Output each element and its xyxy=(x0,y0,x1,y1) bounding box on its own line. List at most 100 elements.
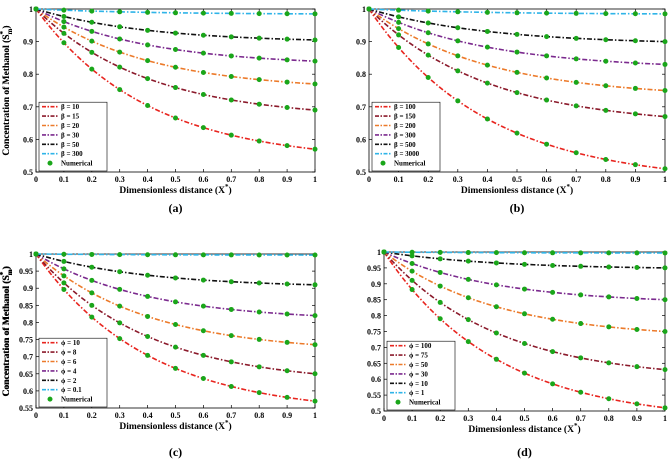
numerical-point xyxy=(425,30,431,36)
legend-label: Numerical xyxy=(61,160,93,168)
x-tick-label: 0.3 xyxy=(115,411,125,420)
x-tick-label: 1 xyxy=(663,175,667,184)
numerical-point xyxy=(228,252,234,258)
numerical-point xyxy=(544,141,550,147)
x-tick-label: 0.4 xyxy=(491,414,501,423)
numerical-point xyxy=(256,252,262,258)
numerical-point xyxy=(312,313,318,319)
numerical-point xyxy=(484,28,490,34)
y-tick-label: 0.65 xyxy=(19,370,33,379)
numerical-point xyxy=(578,292,584,298)
numerical-point xyxy=(256,390,262,396)
numerical-point xyxy=(117,24,123,30)
numerical-point xyxy=(573,103,579,109)
numerical-point xyxy=(455,53,461,59)
numerical-point xyxy=(89,19,95,25)
numerical-point xyxy=(228,279,234,285)
numerical-point xyxy=(200,10,206,16)
numerical-point xyxy=(89,38,95,44)
numerical-point xyxy=(33,251,39,257)
numerical-point xyxy=(603,107,609,113)
numerical-point xyxy=(312,58,318,64)
numerical-point xyxy=(173,30,178,36)
numerical-point xyxy=(606,360,612,366)
numerical-point xyxy=(465,250,471,256)
legend-label: ϕ = 2 xyxy=(61,377,77,385)
y-tick-label: 0.75 xyxy=(19,336,33,345)
x-tick-label: 0.9 xyxy=(630,175,640,184)
numerical-point xyxy=(89,8,95,14)
legend-label: ϕ = 6 xyxy=(61,358,77,366)
y-tick-label: 0.55 xyxy=(19,404,33,413)
numerical-point xyxy=(573,35,579,41)
numerical-point xyxy=(455,38,461,44)
numerical-point xyxy=(578,263,584,269)
numerical-point xyxy=(256,11,262,17)
series-line xyxy=(35,253,316,317)
numerical-point xyxy=(366,6,372,12)
numerical-point xyxy=(228,10,234,16)
y-tick-label: 0.8 xyxy=(371,312,381,321)
x-tick-label: 0.4 xyxy=(482,175,492,184)
x-tick-label: 0 xyxy=(34,175,38,184)
legend-box xyxy=(371,101,441,172)
numerical-point xyxy=(284,281,290,287)
numerical-point xyxy=(522,340,527,346)
legend-label: β = 20 xyxy=(61,122,80,130)
numerical-point xyxy=(493,282,499,288)
numerical-point xyxy=(544,34,550,40)
y-tick-label: 0.5 xyxy=(356,168,366,177)
numerical-point xyxy=(662,297,668,303)
x-axis-label: Dimensionless distance (X*) xyxy=(461,183,573,196)
numerical-point xyxy=(312,371,318,377)
numerical-point xyxy=(228,53,234,59)
y-tick-label: 0.9 xyxy=(356,38,366,47)
numerical-point xyxy=(662,166,668,172)
x-tick-label: 0.8 xyxy=(254,175,264,184)
x-tick-label: 0.5 xyxy=(512,175,522,184)
numerical-point xyxy=(200,352,206,358)
legend-marker xyxy=(47,396,53,402)
numerical-point xyxy=(256,101,262,107)
y-tick-label: 1 xyxy=(29,5,33,14)
numerical-point xyxy=(662,11,668,17)
panel-label: (b) xyxy=(510,201,525,215)
numerical-point xyxy=(603,156,609,162)
legend-label: β = 100 xyxy=(394,103,416,111)
numerical-point xyxy=(145,333,151,339)
numerical-point xyxy=(284,394,290,400)
legend-label: ϕ = 8 xyxy=(61,349,77,357)
numerical-point xyxy=(522,261,527,267)
numerical-point xyxy=(514,90,520,96)
numerical-point xyxy=(173,85,178,91)
chart-panel-d: 0 0.1 0.2 0.3 0.4 0.5 0.6 0.7 0.8 0.9 10.50.550.60… xyxy=(0,248,668,459)
numerical-point xyxy=(573,56,579,62)
legend-label: β = 200 xyxy=(394,122,416,130)
numerical-point xyxy=(228,73,234,79)
numerical-point xyxy=(493,250,499,256)
numerical-point xyxy=(465,317,471,323)
numerical-point xyxy=(61,266,67,272)
series-line xyxy=(35,8,316,41)
numerical-point xyxy=(117,336,123,342)
numerical-point xyxy=(409,268,415,274)
x-tick-label: 0.5 xyxy=(171,175,181,184)
x-tick-label: 0.3 xyxy=(115,175,125,184)
legend-label: Numerical xyxy=(409,399,441,407)
y-tick-label: 0.85 xyxy=(367,296,381,305)
x-tick-label: 0.2 xyxy=(87,175,97,184)
numerical-point xyxy=(578,250,584,256)
y-tick-label: 0.95 xyxy=(367,264,381,273)
x-tick-label: 0.7 xyxy=(576,414,586,423)
numerical-point xyxy=(173,47,178,53)
numerical-point xyxy=(117,269,123,275)
numerical-point xyxy=(396,26,402,32)
numerical-point xyxy=(61,7,67,13)
legend-label: ϕ = 100 xyxy=(409,342,432,350)
numerical-point xyxy=(312,81,318,87)
x-tick-label: 0.8 xyxy=(254,411,264,420)
numerical-point xyxy=(634,401,640,407)
numerical-point xyxy=(437,269,443,275)
numerical-point xyxy=(662,367,668,373)
numerical-point xyxy=(409,249,415,255)
